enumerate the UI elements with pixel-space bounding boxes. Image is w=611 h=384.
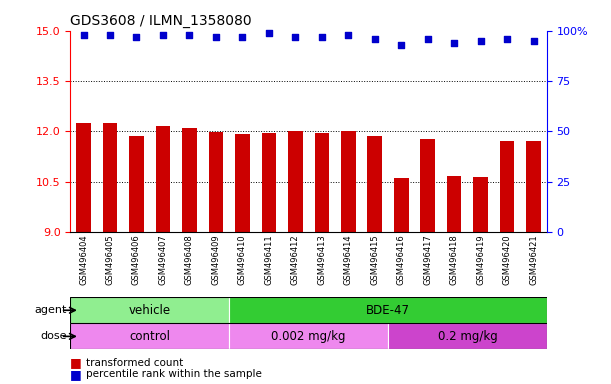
Bar bbox=[76, 123, 91, 232]
Point bbox=[290, 34, 300, 40]
Bar bbox=[388, 323, 547, 349]
Text: percentile rank within the sample: percentile rank within the sample bbox=[86, 369, 262, 379]
Bar bbox=[315, 133, 329, 232]
Bar bbox=[420, 139, 435, 232]
Text: ■: ■ bbox=[70, 368, 86, 381]
Text: transformed count: transformed count bbox=[86, 358, 183, 368]
Bar bbox=[447, 176, 461, 232]
Text: GDS3608 / ILMN_1358080: GDS3608 / ILMN_1358080 bbox=[70, 14, 252, 28]
Point bbox=[397, 42, 406, 48]
Point bbox=[211, 34, 221, 40]
Point bbox=[370, 36, 379, 42]
Bar bbox=[182, 128, 197, 232]
Bar bbox=[341, 131, 356, 232]
Bar bbox=[367, 136, 382, 232]
Point bbox=[105, 31, 115, 38]
Bar bbox=[70, 323, 229, 349]
Text: vehicle: vehicle bbox=[129, 304, 170, 317]
Text: control: control bbox=[129, 330, 170, 343]
Bar bbox=[229, 323, 388, 349]
Bar bbox=[156, 126, 170, 232]
Point bbox=[185, 31, 194, 38]
Bar bbox=[70, 297, 229, 323]
Text: 0.002 mg/kg: 0.002 mg/kg bbox=[271, 330, 346, 343]
Point bbox=[79, 31, 89, 38]
Text: dose: dose bbox=[41, 331, 67, 341]
Text: BDE-47: BDE-47 bbox=[366, 304, 410, 317]
Bar bbox=[288, 131, 302, 232]
Point bbox=[476, 38, 486, 44]
Point bbox=[131, 34, 141, 40]
Bar bbox=[526, 141, 541, 232]
Point bbox=[317, 34, 327, 40]
Point bbox=[529, 38, 538, 44]
Point bbox=[449, 40, 459, 46]
Point bbox=[264, 30, 274, 36]
Point bbox=[423, 36, 433, 42]
Text: agent: agent bbox=[35, 305, 67, 315]
Bar bbox=[394, 178, 409, 232]
Bar bbox=[103, 123, 117, 232]
Point bbox=[343, 31, 353, 38]
Bar bbox=[474, 177, 488, 232]
Text: 0.2 mg/kg: 0.2 mg/kg bbox=[437, 330, 497, 343]
Point bbox=[502, 36, 512, 42]
Point bbox=[238, 34, 247, 40]
Bar bbox=[235, 134, 250, 232]
Bar bbox=[208, 132, 223, 232]
Bar bbox=[500, 141, 514, 232]
Text: ■: ■ bbox=[70, 356, 86, 369]
Bar bbox=[262, 133, 276, 232]
Point bbox=[158, 31, 168, 38]
Bar bbox=[129, 136, 144, 232]
Bar bbox=[229, 297, 547, 323]
